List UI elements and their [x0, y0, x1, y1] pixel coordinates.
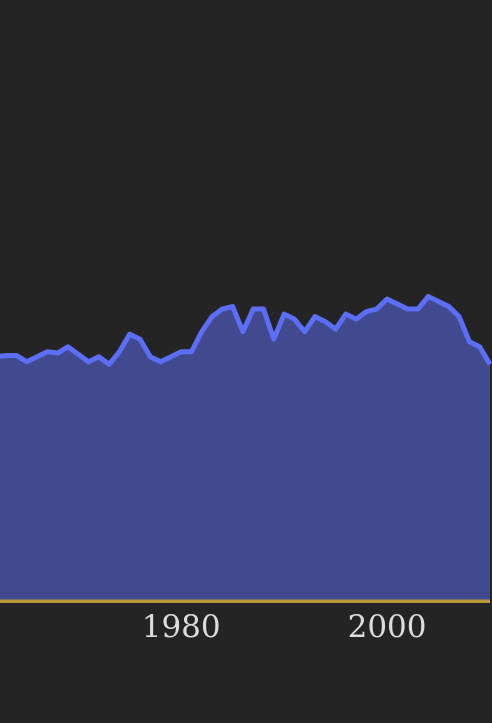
- x-tick-label: 1980: [142, 609, 221, 645]
- series-0-area: [0, 296, 490, 603]
- x-tick-label: 2000: [348, 609, 427, 645]
- plot-area: [0, 293, 492, 603]
- x-axis: 1980 2000: [142, 609, 427, 645]
- series-0-line: [0, 293, 492, 367]
